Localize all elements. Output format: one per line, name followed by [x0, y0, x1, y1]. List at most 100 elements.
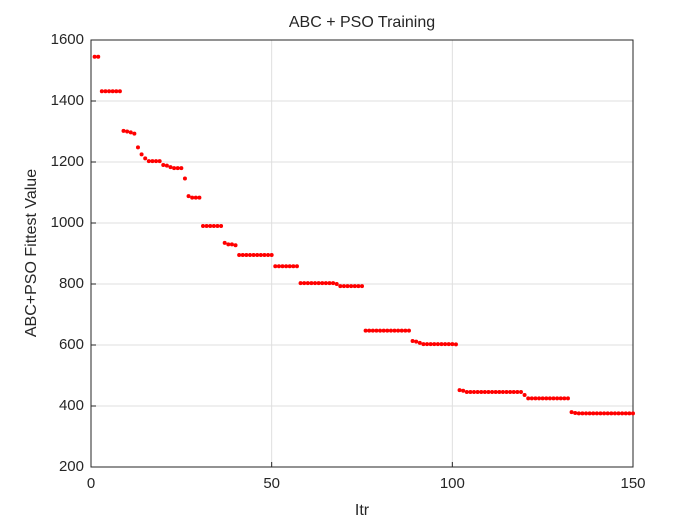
point	[135, 145, 140, 150]
point	[580, 411, 585, 416]
point	[334, 282, 339, 286]
point	[251, 253, 256, 258]
point	[139, 152, 144, 157]
point	[562, 396, 567, 401]
point	[128, 130, 133, 135]
point	[240, 253, 245, 258]
point	[211, 224, 216, 229]
point	[374, 328, 379, 333]
point	[486, 389, 491, 394]
point	[146, 159, 151, 164]
point	[186, 194, 191, 199]
point	[117, 89, 122, 94]
point	[125, 129, 130, 134]
point	[504, 389, 509, 394]
point	[410, 339, 415, 344]
point	[602, 411, 607, 416]
point	[479, 389, 484, 394]
point	[522, 393, 527, 398]
point	[540, 396, 545, 401]
point	[266, 253, 271, 258]
point	[385, 328, 390, 333]
point	[99, 89, 104, 94]
point	[114, 89, 119, 94]
point	[226, 242, 231, 247]
point	[215, 224, 220, 229]
point	[331, 281, 336, 286]
point	[537, 396, 542, 401]
axes-box	[90, 39, 634, 468]
point	[544, 396, 549, 401]
point	[208, 224, 213, 229]
point	[363, 328, 368, 333]
point	[193, 195, 198, 200]
point	[338, 284, 343, 289]
y-tick-label: 600	[59, 336, 84, 353]
point	[305, 281, 310, 286]
point	[569, 410, 574, 415]
point	[388, 328, 393, 333]
point	[247, 253, 252, 258]
point	[302, 281, 307, 286]
point	[182, 176, 187, 181]
point	[443, 342, 448, 347]
point	[258, 253, 263, 258]
point	[157, 159, 162, 164]
point	[143, 156, 148, 161]
point	[620, 411, 625, 416]
y-tick-label: 1600	[51, 31, 84, 48]
point	[508, 389, 513, 394]
point	[594, 411, 599, 416]
chart-title: ABC + PSO Training	[289, 14, 435, 31]
point	[313, 281, 318, 286]
point	[92, 54, 97, 59]
point	[222, 240, 227, 245]
y-tick-label: 1000	[51, 214, 84, 231]
point	[179, 166, 184, 171]
point	[584, 411, 589, 416]
y-tick-label: 400	[59, 397, 84, 414]
y-axis-label: ABC+PSO Fittest Value	[23, 169, 40, 337]
point	[558, 396, 563, 401]
point	[367, 328, 372, 333]
x-tick-label: 150	[620, 475, 645, 492]
point	[464, 389, 469, 394]
point	[320, 281, 325, 286]
point	[573, 411, 578, 416]
y-tick-label: 1200	[51, 153, 84, 170]
point	[392, 328, 397, 333]
point	[132, 131, 137, 136]
point	[425, 342, 430, 347]
point	[276, 264, 281, 269]
point	[237, 253, 242, 258]
point	[439, 342, 444, 347]
point	[511, 389, 516, 394]
point	[352, 284, 357, 289]
point	[262, 253, 267, 258]
point	[287, 264, 292, 269]
point	[609, 411, 614, 416]
point	[103, 89, 108, 94]
point	[518, 389, 523, 394]
point	[96, 54, 101, 59]
point	[370, 328, 375, 333]
point	[598, 411, 603, 416]
x-tick-label: 100	[440, 475, 465, 492]
point	[428, 342, 433, 347]
point	[515, 389, 520, 394]
point	[107, 89, 112, 94]
point	[150, 159, 155, 164]
point	[529, 396, 534, 401]
x-tick-label: 0	[87, 475, 95, 492]
point	[121, 128, 126, 133]
point	[294, 264, 299, 269]
point	[406, 328, 411, 333]
point	[280, 264, 285, 269]
point	[244, 253, 249, 258]
point	[403, 328, 408, 333]
x-tick-label: 50	[263, 475, 280, 492]
y-tick-label: 200	[59, 458, 84, 475]
point	[360, 284, 364, 289]
